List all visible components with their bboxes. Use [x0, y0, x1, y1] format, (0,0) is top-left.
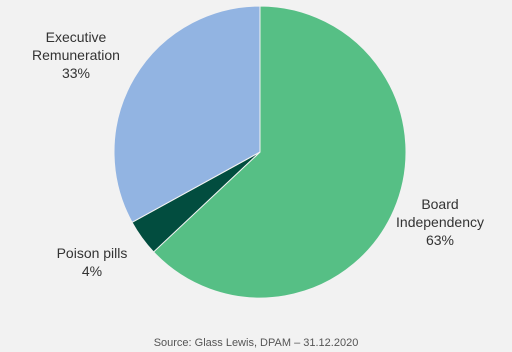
- slice-labels: Board Independency 63% Poison pills 4% Execut…: [32, 29, 484, 279]
- slice-value-label: 4%: [82, 263, 102, 279]
- source-note: Source: Glass Lewis, DPAM – 31.12.2020: [154, 337, 359, 349]
- slice-category-label: Poison pills: [57, 245, 128, 261]
- slice-value-label: 33%: [62, 65, 90, 81]
- pie-slice: [113, 5, 261, 224]
- slice-label: Board Independency 63%: [396, 196, 484, 248]
- slice-label: Poison pills 4%: [57, 245, 128, 279]
- slice-value-label: 63%: [426, 232, 454, 248]
- slice-label: Executive Remuneration 33%: [32, 29, 120, 81]
- slice-category-label: Independency: [396, 214, 484, 230]
- pie-slices: [113, 5, 407, 299]
- slice-category-label: Board: [421, 196, 458, 212]
- slice-category-label: Remuneration: [32, 47, 120, 63]
- slice-category-label: Executive: [46, 29, 107, 45]
- pie-slice: [152, 5, 407, 299]
